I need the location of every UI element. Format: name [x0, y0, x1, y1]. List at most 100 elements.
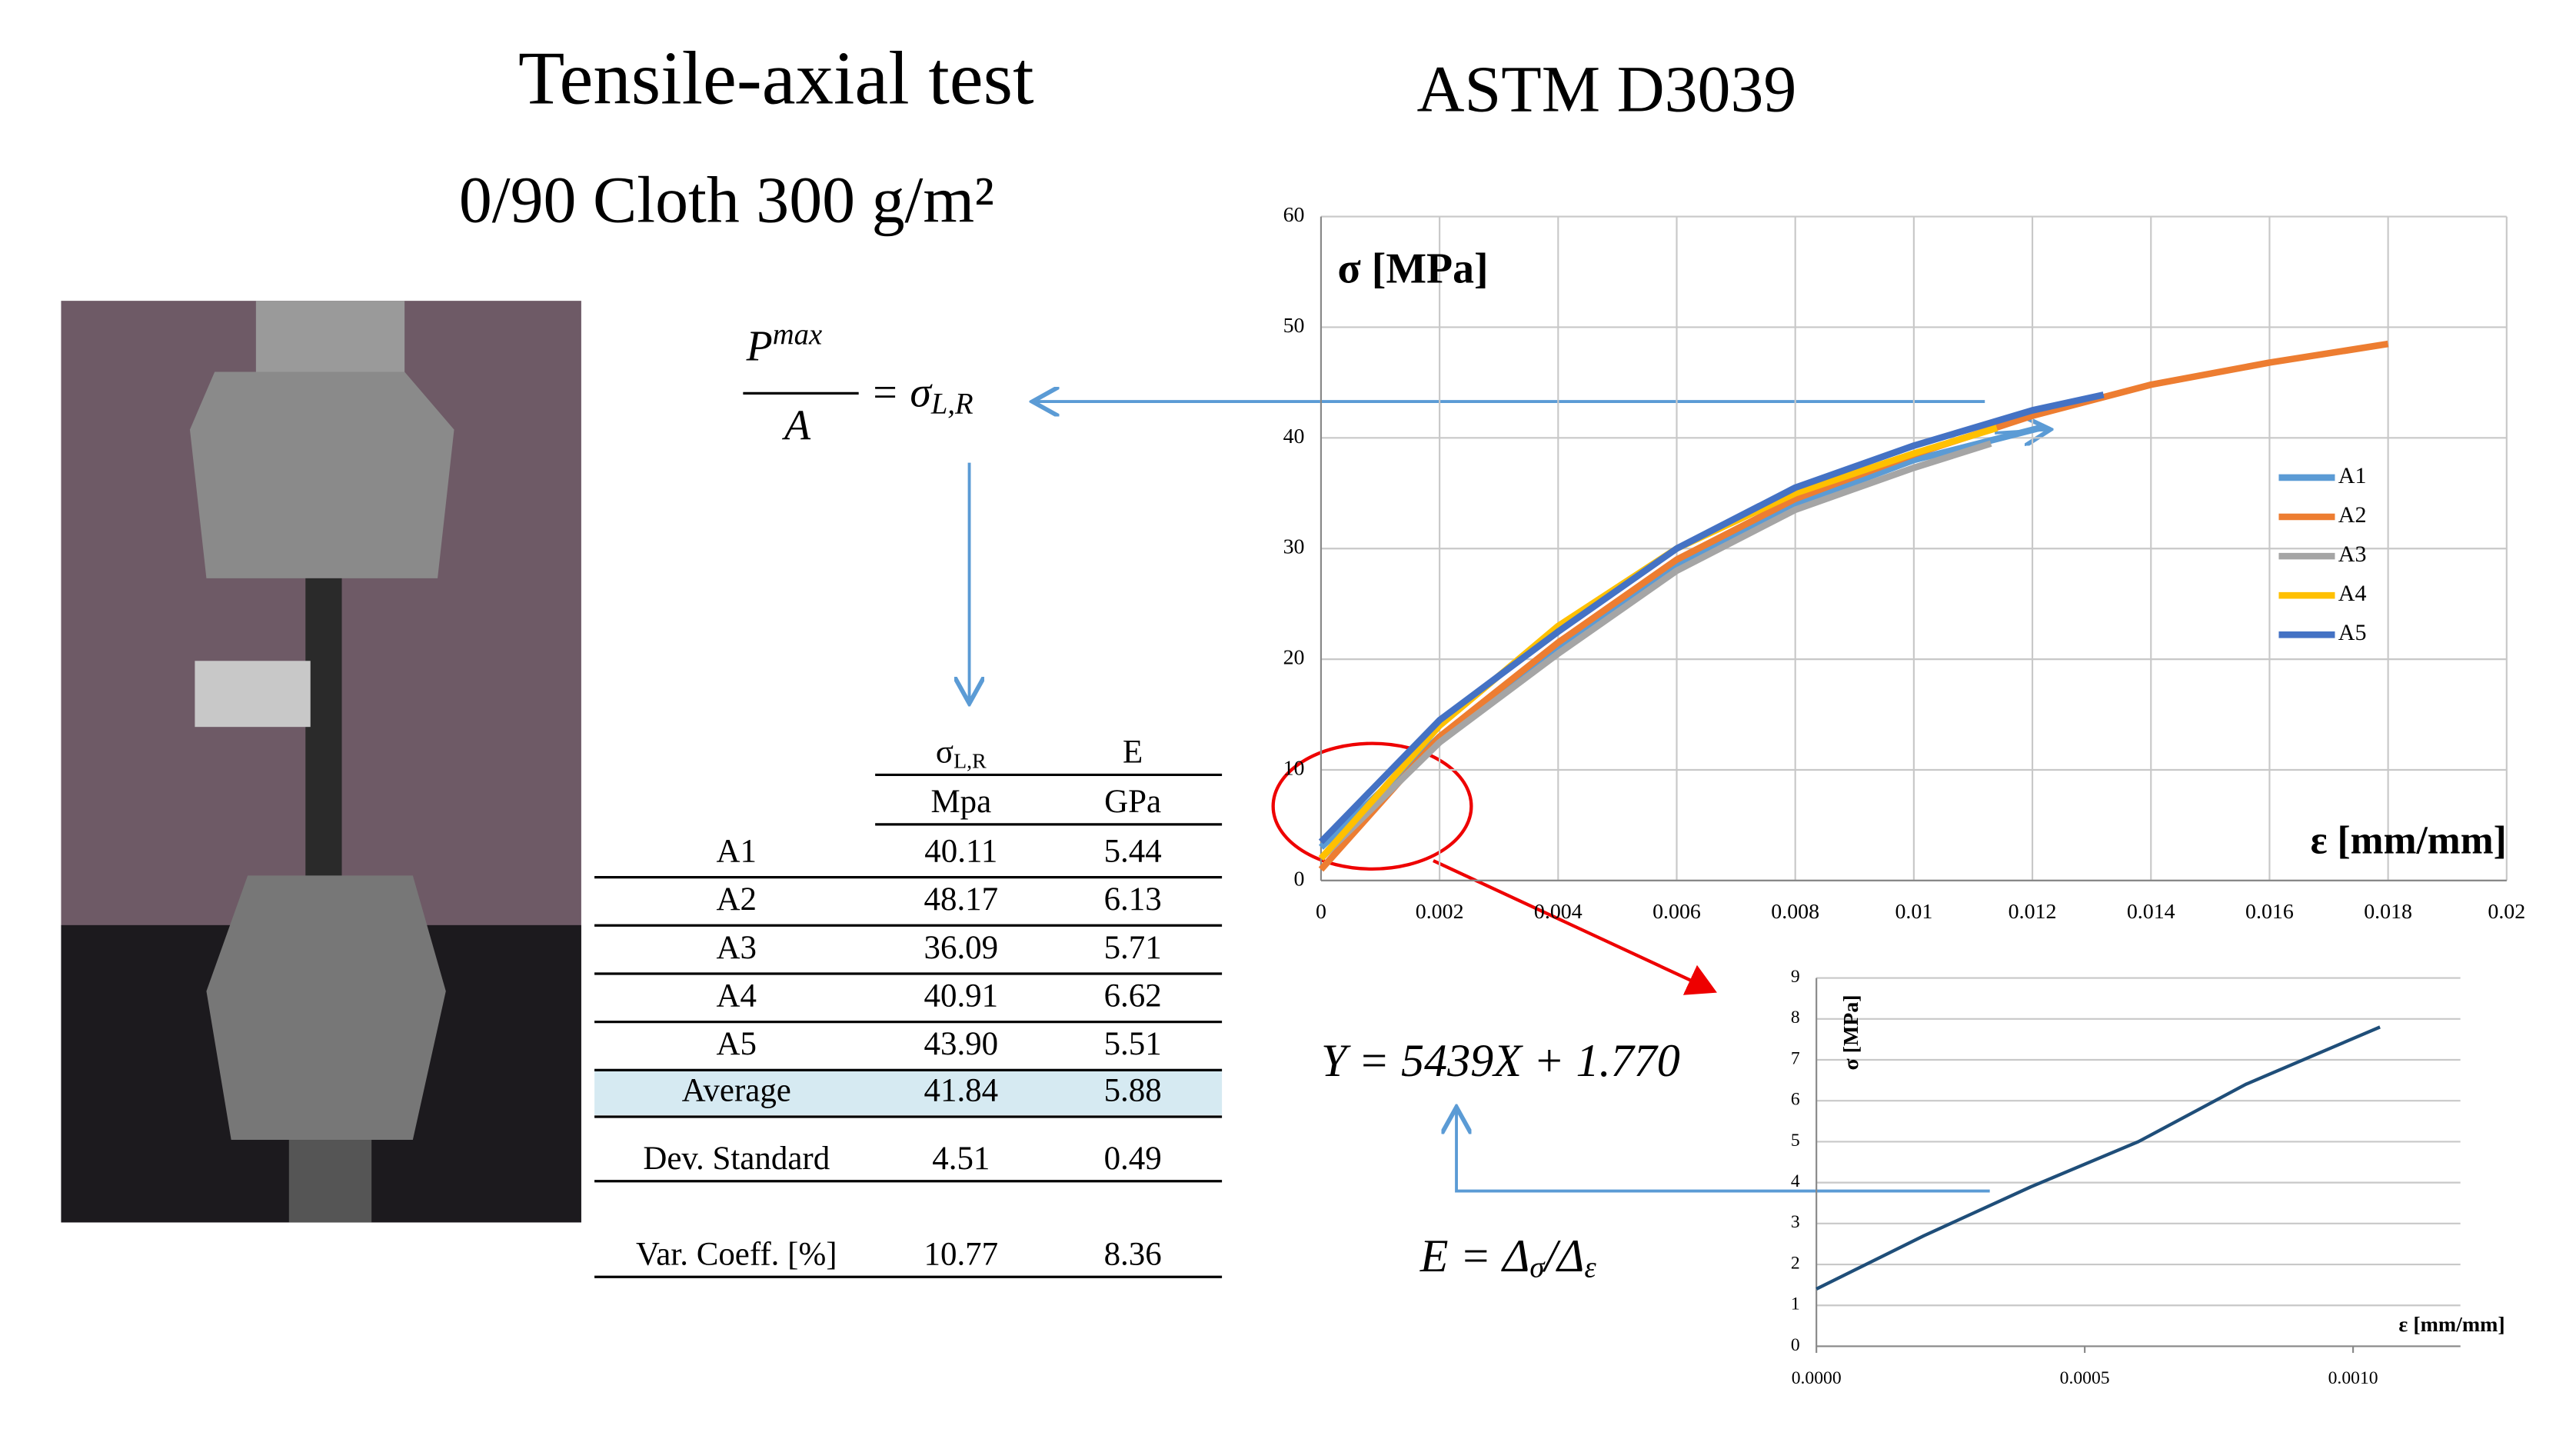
x-tick-label: 0.01 [1895, 900, 1932, 924]
x-tick-label: 0.004 [1534, 900, 1583, 924]
arrow [1433, 859, 1717, 995]
row-label: A1 [717, 833, 757, 869]
legend-label: A1 [2338, 462, 2367, 488]
series-line [1816, 1025, 2381, 1291]
x-tick-label: 0.014 [2127, 900, 2175, 924]
table-cell: 5.71 [1104, 930, 1162, 966]
column-sub: L,R [954, 750, 987, 774]
column-symbol: E [1123, 734, 1143, 771]
column-header: E [1123, 734, 1143, 771]
arrows [970, 401, 2048, 1193]
y-tick-label: 8 [1791, 1008, 1800, 1028]
formula-numerator: Pmax [746, 318, 823, 370]
column-header: σL,R [936, 734, 987, 774]
row-label: Var. Coeff. [%] [636, 1236, 837, 1272]
y-tick-label: 4 [1791, 1171, 1800, 1191]
row-label: A5 [717, 1026, 757, 1062]
table-cell: 4.51 [932, 1141, 990, 1177]
subtitle: 0/90 Cloth 300 g/m² [459, 162, 994, 236]
y-tick-label: 10 [1283, 756, 1305, 780]
y-tick-label: 9 [1791, 967, 1800, 987]
legend-label: A5 [2338, 619, 2367, 645]
y-tick-label: 0 [1791, 1335, 1800, 1355]
table-cell: 5.88 [1104, 1073, 1162, 1109]
x-tick-label: 0.016 [2245, 900, 2294, 924]
column-symbol: σ [936, 734, 954, 771]
formula-text: L,R [930, 388, 973, 420]
x-tick-label: 0.0010 [2328, 1368, 2378, 1388]
series-line [1319, 423, 2045, 850]
y-tick-label: 5 [1791, 1131, 1800, 1151]
table-cell: 6.62 [1104, 978, 1162, 1014]
row-label: A3 [717, 930, 757, 966]
row-label: Dev. Standard [643, 1141, 830, 1177]
results-table: σL,R Mpa E GPa A1 40.11 5.44 A2 48.17 6.13 A3 36.09… [594, 734, 1223, 1278]
x-tick-label: 0.012 [2009, 900, 2057, 924]
table-cell: 5.51 [1104, 1026, 1162, 1062]
table-cell: 43.90 [924, 1026, 999, 1062]
table-cell: 41.84 [924, 1073, 999, 1109]
x-tick-label: 0.002 [1416, 900, 1464, 924]
x-tick-label: 0.018 [2364, 900, 2412, 924]
series-line [1318, 425, 1999, 861]
modulus-formula: E = Δσ/Δε [1419, 1231, 1597, 1284]
series-line [1318, 391, 2105, 844]
x-axis-label: ε [mm/mm] [2398, 1313, 2504, 1337]
y-tick-label: 30 [1283, 535, 1305, 559]
row-label: A2 [717, 881, 757, 918]
legend-label: A4 [2338, 580, 2367, 606]
column-unit: Mpa [930, 784, 991, 820]
y-tick-label: 7 [1791, 1048, 1800, 1068]
table-cell: 40.91 [924, 978, 999, 1014]
y-tick-label: 40 [1283, 425, 1305, 448]
table-cell: 10.77 [924, 1236, 999, 1272]
standard: ASTM D3039 [1417, 52, 1797, 126]
series-line [1318, 340, 2389, 872]
formula-rhs: = σL,R [870, 368, 973, 420]
x-axis-label: ε [mm/mm] [2311, 818, 2507, 862]
title: Tensile-axial test [518, 37, 1033, 121]
y-axis-label: σ [MPa] [1337, 245, 1488, 292]
legend-label: A2 [2338, 501, 2367, 528]
x-tick-label: 0.0005 [2060, 1368, 2110, 1388]
y-tick-label: 60 [1283, 203, 1305, 227]
highlight-ellipse [1271, 741, 1473, 871]
formula-text: max [773, 318, 822, 351]
formula-text: ε [1584, 1252, 1596, 1284]
table-cell: 0.49 [1104, 1141, 1162, 1177]
x-tick-label: 0 [1316, 900, 1326, 924]
formula-text: = σ [870, 368, 934, 416]
formula-denominator: A [781, 401, 811, 449]
x-tick-label: 0.006 [1652, 900, 1701, 924]
photo [61, 301, 581, 1223]
table-cell: 8.36 [1104, 1236, 1162, 1272]
y-tick-label: 50 [1283, 314, 1305, 338]
average-highlight [594, 1068, 1223, 1115]
y-tick-label: 20 [1283, 646, 1305, 670]
y-axis-label: σ [MPa] [1839, 994, 1863, 1070]
table-cell: 6.13 [1104, 881, 1162, 918]
column-unit: GPa [1104, 784, 1161, 820]
formula-text: σ [1529, 1252, 1546, 1284]
table-cell: 48.17 [924, 881, 999, 918]
y-tick-label: 0 [1294, 867, 1305, 891]
formula-text: /Δ [1542, 1231, 1584, 1282]
x-tick-label: 0.008 [1771, 900, 1819, 924]
arrow [1456, 1110, 1990, 1193]
x-tick-label: 0.02 [2488, 900, 2525, 924]
y-tick-label: 6 [1791, 1090, 1800, 1110]
stress-formula: Pmax A = σL,R [743, 318, 973, 449]
row-label: Average [682, 1073, 791, 1109]
series-line [1318, 440, 1992, 861]
fit-formula: Y = 5439X + 1.770 [1321, 1035, 1680, 1087]
table-cell: 5.44 [1104, 833, 1162, 869]
formula-text: P [746, 322, 773, 370]
table-cell: 40.11 [924, 833, 997, 869]
table-cell: 36.09 [924, 930, 999, 966]
x-tick-label: 0.0000 [1792, 1368, 1842, 1388]
row-label: A4 [717, 978, 757, 1014]
y-tick-label: 1 [1791, 1294, 1800, 1314]
